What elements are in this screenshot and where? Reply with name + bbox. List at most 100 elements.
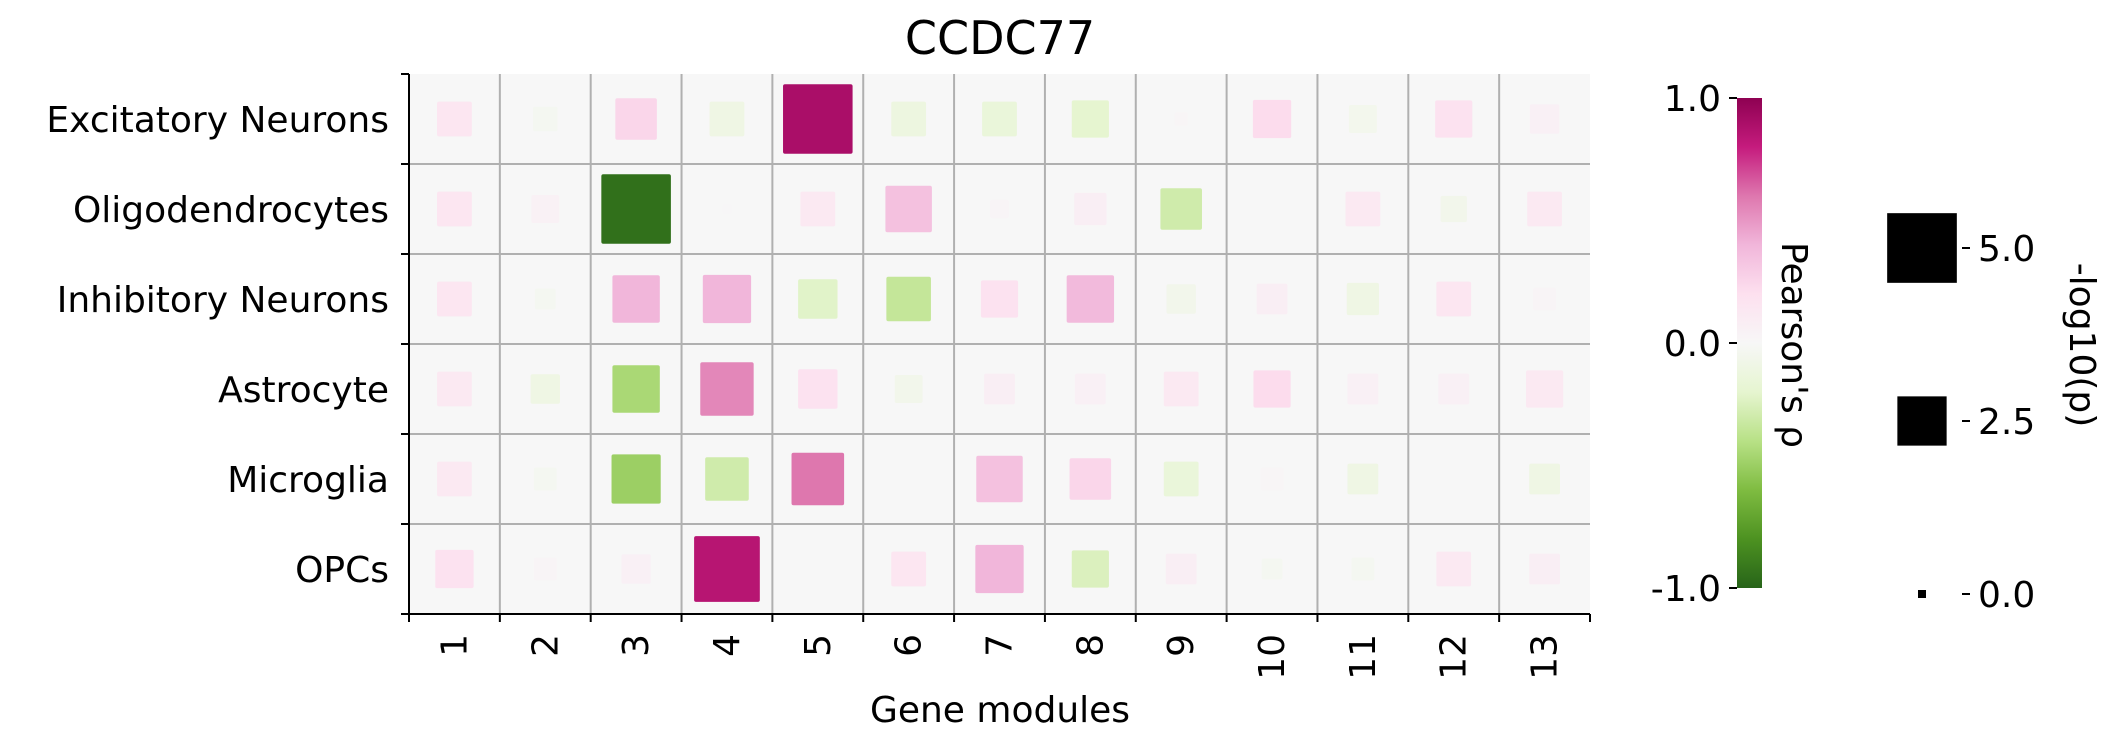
heatmap-cell <box>1166 284 1196 314</box>
heatmap-cell <box>1347 373 1379 405</box>
heatmap-cell <box>1256 283 1288 315</box>
heatmap-cell <box>891 551 927 587</box>
colorbar-gradient <box>1737 98 1762 588</box>
heatmap-cell <box>1345 191 1381 227</box>
heatmap-cell <box>1348 105 1377 133</box>
heatmap-cell <box>798 279 838 319</box>
size-legend: 5.0 2.5 0.0 <box>1887 213 2035 616</box>
colorbar-label: Pearson's ρ <box>1773 242 1814 448</box>
heatmap-cell <box>975 544 1024 594</box>
size-legend-tick-label: 5.0 <box>1978 229 2035 270</box>
heatmap-cell <box>530 374 560 404</box>
heatmap-cell <box>1533 287 1556 311</box>
heatmap-cell <box>615 98 657 140</box>
heatmap-cell <box>791 452 845 506</box>
heatmap-cell <box>532 106 558 132</box>
heatmap-cell <box>435 549 474 589</box>
heatmap-cell <box>1163 371 1199 407</box>
y-tick-label: Astrocyte <box>218 370 389 411</box>
y-tick-label: Excitatory Neurons <box>46 100 389 141</box>
heatmap-cell <box>1066 275 1115 323</box>
heatmap-cell <box>709 101 745 137</box>
x-tick-label: 3 <box>616 634 657 657</box>
heatmap-cell <box>1529 553 1560 585</box>
heatmap-cell <box>1071 100 1109 138</box>
heatmap-cell <box>1163 461 1199 497</box>
heatmap-cell <box>437 281 472 317</box>
y-tick-label: Microglia <box>227 460 389 501</box>
chart-title: CCDC77 <box>905 11 1095 65</box>
heatmap-cell <box>612 365 660 413</box>
x-tick-label: 13 <box>1525 634 1566 680</box>
size-legend-label: -log10(p) <box>2061 263 2102 428</box>
x-tick-label: 6 <box>889 634 930 657</box>
y-tick-label: Oligodendrocytes <box>73 190 389 231</box>
heatmap-cell <box>1438 373 1470 405</box>
heatmap-cell <box>894 375 923 403</box>
size-legend-square <box>1897 396 1947 446</box>
heatmap-cell <box>891 101 927 137</box>
x-tick-label: 10 <box>1252 634 1293 680</box>
heatmap-cell <box>976 455 1023 503</box>
heatmap-cell <box>1529 463 1560 495</box>
heatmap-cell <box>612 275 660 323</box>
x-tick-label: 4 <box>707 634 748 657</box>
x-tick-label: 5 <box>798 634 839 657</box>
heatmap-cell <box>611 454 661 504</box>
heatmap-cell <box>990 199 1009 219</box>
heatmap-cell <box>1449 474 1459 484</box>
heatmap-cell <box>1435 100 1473 138</box>
size-legend-tick-label: 0.0 <box>1978 575 2035 616</box>
heatmap-cell <box>783 84 853 154</box>
heatmap-cell <box>1436 551 1472 587</box>
x-tick-label: 2 <box>525 634 566 657</box>
heatmap-cell <box>1071 550 1109 588</box>
heatmap-cell <box>1436 281 1472 317</box>
heatmap-cell <box>798 369 838 409</box>
heatmap-cell <box>533 467 557 491</box>
heatmap-cell <box>982 101 1017 137</box>
colorbar-tick-label: -1.0 <box>1651 569 1721 610</box>
heatmap-cell <box>534 288 556 310</box>
x-tick-label: 8 <box>1070 634 1111 657</box>
heatmap-cell <box>984 373 1015 405</box>
heatmap-cell <box>1347 463 1379 495</box>
colorbar-tick-label: 0.0 <box>1664 324 1721 365</box>
heatmap-cell <box>1440 195 1467 223</box>
heatmap-cell <box>437 461 472 497</box>
x-tick-label: 7 <box>980 634 1021 657</box>
heatmap-cell <box>886 276 931 322</box>
heatmap-cell <box>1260 467 1284 491</box>
size-legend-tick-label: 2.5 <box>1978 402 2035 443</box>
x-tick-label: 11 <box>1343 634 1384 680</box>
heatmap-cell <box>902 472 916 486</box>
heatmap-cell <box>1525 370 1564 408</box>
heatmap-cell <box>1074 192 1107 226</box>
heatmap-cell <box>1174 112 1188 126</box>
heatmap-cell <box>621 554 651 584</box>
y-tick-label: OPCs <box>295 550 389 591</box>
x-tick-label: 1 <box>434 634 475 657</box>
heatmap-cell <box>1069 458 1112 500</box>
heatmap-cell <box>800 191 836 227</box>
heatmap-cell <box>705 457 749 501</box>
colorbar-tick-label: 1.0 <box>1664 79 1721 120</box>
heatmap-cell <box>437 101 472 137</box>
heatmap-cell <box>1529 104 1560 134</box>
heatmap-cell <box>1527 191 1562 227</box>
heatmap-cell <box>702 274 752 324</box>
x-tick-label: 9 <box>1161 634 1202 657</box>
x-axis-label: Gene modules <box>870 690 1130 731</box>
size-legend-square <box>1918 590 1926 598</box>
heatmap-cell <box>437 371 472 407</box>
plot-area: Excitatory Neurons Oligodendrocytes Inhibi… <box>46 73 1591 680</box>
heatmap-cell <box>533 557 557 581</box>
heatmap-cell <box>1351 557 1375 581</box>
heatmap-cell <box>1252 99 1292 139</box>
heatmap-cell <box>601 174 671 244</box>
heatmap-cell <box>1160 188 1202 230</box>
heatmap-cell <box>1253 370 1291 408</box>
heatmap-cell <box>694 536 760 602</box>
heatmap-cell <box>1261 558 1283 580</box>
